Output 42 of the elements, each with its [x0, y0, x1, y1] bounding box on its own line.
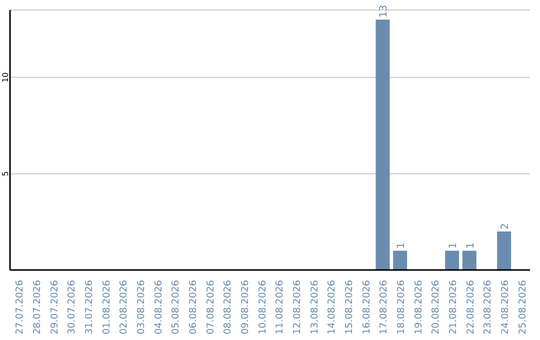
x-tick-label: 08.08.2026	[222, 280, 234, 334]
x-tick-label: 04.08.2026	[153, 280, 164, 334]
data-label: 1	[396, 242, 408, 249]
bar	[393, 250, 408, 270]
x-tick-label: 02.08.2026	[118, 280, 130, 334]
x-tick-label: 16.08.2026	[361, 280, 372, 334]
x-tick-label: 30.07.2026	[66, 280, 78, 334]
x-tick-label: 21.08.2026	[448, 280, 459, 334]
x-tick-label: 27.07.2026	[14, 280, 26, 334]
x-tick-label: 18.08.2026	[396, 280, 407, 334]
x-tick-label: 07.08.2026	[205, 280, 216, 334]
data-label: 13	[378, 4, 390, 18]
data-label: 1	[448, 242, 460, 249]
data-label: 2	[500, 223, 512, 230]
y-tick-label: 5	[1, 171, 10, 176]
bar	[376, 20, 390, 270]
bar	[445, 250, 460, 270]
bar	[462, 250, 476, 270]
x-tick-label: 23.08.2026	[482, 280, 494, 334]
x-tick-label: 01.08.2026	[101, 280, 112, 334]
x-tick-label: 17.08.2026	[378, 280, 390, 334]
x-tick-label: 09.08.2026	[240, 280, 251, 334]
x-tick-label: 13.08.2026	[309, 280, 320, 334]
x-tick-label: 29.07.2026	[49, 280, 60, 334]
x-tick-label: 25.08.2026	[517, 280, 528, 334]
x-tick-label: 24.08.2026	[500, 280, 511, 334]
y-tick-label: 10	[1, 72, 10, 82]
x-tick-label: 19.08.2026	[413, 280, 424, 334]
x-tick-label: 20.08.2026	[430, 280, 442, 334]
data-label: 1	[465, 242, 476, 249]
x-tick-label: 10.08.2026	[257, 280, 268, 334]
x-tick-label: 03.08.2026	[136, 280, 147, 334]
x-tick-label: 11.08.2026	[274, 280, 286, 334]
x-tick-label: 05.08.2026	[170, 280, 182, 334]
x-tick-label: 06.08.2026	[188, 280, 199, 334]
x-tick-label: 28.07.2026	[32, 280, 43, 334]
x-tick-label: 22.08.2026	[465, 280, 476, 334]
x-tick-label: 15.08.2026	[344, 280, 355, 334]
bar	[497, 231, 512, 270]
x-tick-label: 31.07.2026	[84, 280, 95, 334]
x-tick-label: 14.08.2026	[326, 280, 338, 334]
x-tick-label: 12.08.2026	[292, 280, 303, 334]
